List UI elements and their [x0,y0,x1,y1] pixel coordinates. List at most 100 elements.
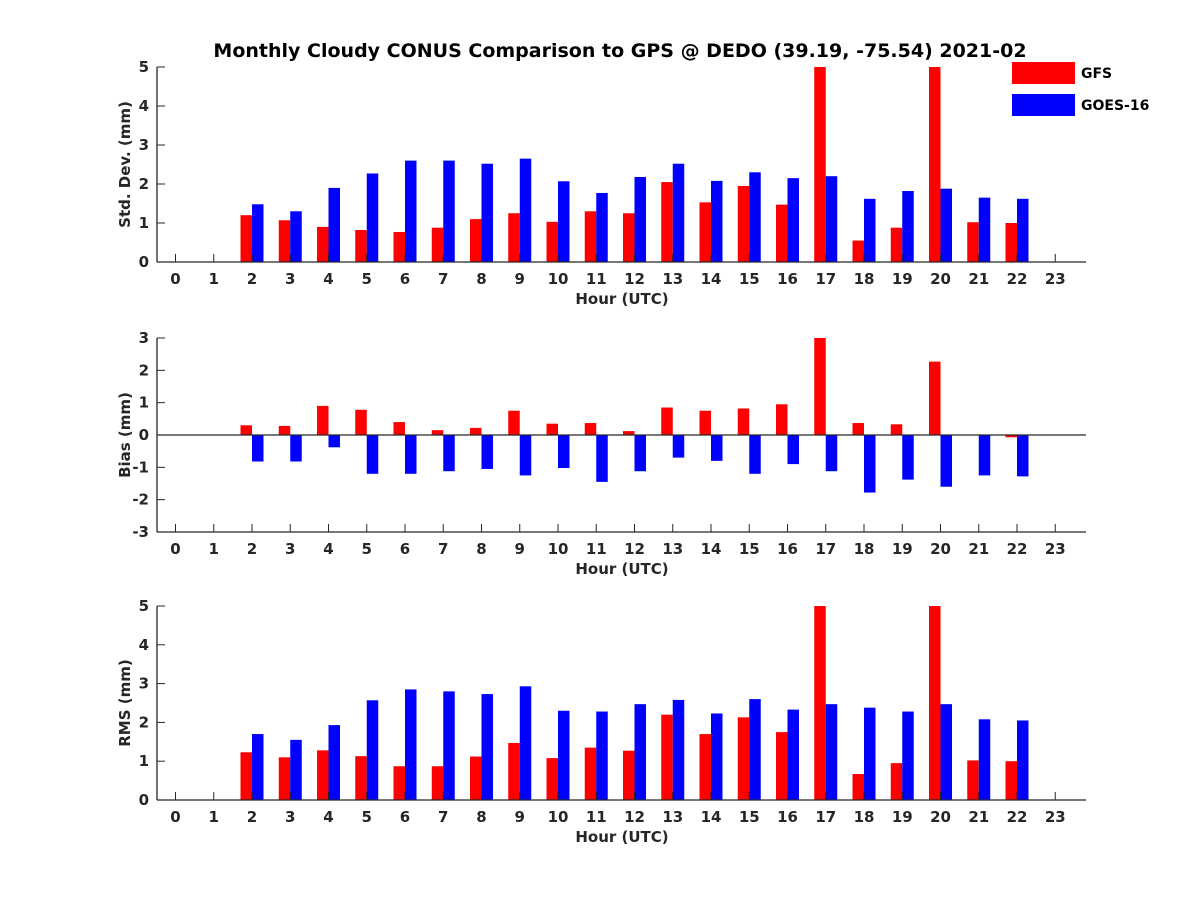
x-tick-label: 13 [662,540,683,558]
bar-gfs-hour-10 [546,423,558,435]
x-axis-label: Hour (UTC) [575,828,668,846]
bar-gfs-hour-15 [737,185,750,262]
bar-goes-16-hour-13 [672,163,685,262]
x-tick-label: 23 [1045,808,1066,826]
bar-goes-16-hour-9 [519,435,532,476]
x-tick-label: 6 [400,540,410,558]
bar-goes-16-hour-15 [749,699,761,800]
bar-gfs-hour-20 [929,361,941,435]
bar-goes-16-hour-12 [634,176,646,262]
bar-goes-16-hour-2 [252,435,264,462]
y-tick-label: 1 [139,752,149,770]
x-tick-label: 3 [285,540,295,558]
x-tick-label: 3 [285,270,295,288]
x-tick-label: 5 [362,808,372,826]
y-tick-label: 4 [139,97,149,115]
bar-gfs-hour-12 [623,750,635,800]
bar-goes-16-hour-20 [940,435,952,487]
bar-gfs-hour-14 [699,734,711,800]
x-tick-label: 20 [930,540,951,558]
y-axis-label: RMS (mm) [116,659,134,746]
bar-goes-16-hour-19 [902,435,914,480]
bar-gfs-hour-3 [278,757,291,800]
x-tick-label: 7 [438,808,448,826]
bar-gfs-hour-12 [623,431,635,435]
legend-label-goes-16: GOES-16 [1081,98,1149,114]
bar-goes-16-hour-6 [405,435,417,474]
x-tick-label: 19 [892,808,913,826]
bar-gfs-hour-12 [623,213,635,262]
x-tick-label: 13 [662,270,683,288]
bar-goes-16-hour-4 [328,187,340,262]
y-tick-label: 0 [139,426,149,444]
bar-goes-16-hour-2 [252,204,264,262]
bar-gfs-hour-22 [1005,223,1017,262]
bar-goes-16-hour-13 [672,435,685,458]
bar-goes-16-hour-15 [749,172,761,262]
bar-gfs-hour-13 [661,182,673,262]
x-tick-label: 22 [1007,808,1028,826]
bar-goes-16-hour-21 [978,197,991,262]
bar-goes-16-hour-18 [864,198,876,262]
bar-goes-16-hour-7 [443,691,455,800]
bar-goes-16-hour-3 [290,211,302,262]
x-tick-label: 14 [701,270,722,288]
bar-gfs-hour-17 [814,606,826,800]
bar-goes-16-hour-11 [596,192,608,262]
y-tick-label: 5 [139,597,149,615]
bar-goes-16-hour-21 [978,719,991,800]
y-tick-label: 3 [139,675,149,693]
x-tick-label: 15 [739,270,760,288]
x-tick-label: 16 [777,270,798,288]
bar-gfs-hour-17 [814,67,826,262]
bar-goes-16-hour-17 [825,704,838,800]
bar-goes-16-hour-22 [1017,198,1029,262]
bar-goes-16-hour-10 [558,435,570,468]
x-tick-label: 16 [777,540,798,558]
x-tick-label: 21 [968,540,989,558]
bar-goes-16-hour-16 [787,709,799,800]
bar-goes-16-hour-8 [481,694,493,800]
bar-gfs-hour-5 [355,230,367,262]
y-tick-label: 2 [139,713,149,731]
x-tick-label: 12 [624,270,645,288]
bar-goes-16-hour-22 [1017,435,1029,477]
bar-gfs-hour-10 [546,221,558,262]
bar-goes-16-hour-10 [558,710,570,800]
x-tick-label: 4 [323,808,333,826]
bar-goes-16-hour-14 [711,713,723,800]
legend-label-gfs: GFS [1081,66,1112,82]
bar-gfs-hour-4 [317,405,329,435]
bar-goes-16-hour-11 [596,711,608,800]
x-tick-label: 8 [476,808,486,826]
bar-goes-16-hour-19 [902,711,914,800]
bar-gfs-hour-11 [584,747,597,800]
bar-gfs-hour-14 [699,410,711,435]
x-tick-label: 2 [247,540,257,558]
x-tick-label: 0 [170,808,180,826]
bar-gfs-hour-11 [584,423,597,435]
bar-goes-16-hour-19 [902,191,914,262]
bar-gfs-hour-3 [278,220,291,262]
bar-goes-16-hour-16 [787,178,799,262]
x-tick-label: 23 [1045,270,1066,288]
x-tick-label: 20 [930,270,951,288]
x-tick-label: 1 [209,270,219,288]
x-tick-label: 22 [1007,270,1028,288]
bar-gfs-hour-11 [584,211,597,262]
x-tick-label: 5 [362,540,372,558]
bar-goes-16-hour-17 [825,176,838,262]
bar-goes-16-hour-2 [252,734,264,800]
bar-gfs-hour-2 [240,752,252,800]
bar-goes-16-hour-9 [519,158,532,262]
bar-goes-16-hour-21 [978,435,991,476]
x-tick-label: 4 [323,270,333,288]
bar-goes-16-hour-5 [366,700,379,800]
y-axis-label: Std. Dev. (mm) [116,101,134,228]
bar-gfs-hour-18 [852,240,864,262]
bar-goes-16-hour-5 [366,173,379,262]
bar-goes-16-hour-18 [864,435,876,493]
bar-goes-16-hour-10 [558,181,570,262]
y-tick-label: 4 [139,636,149,654]
